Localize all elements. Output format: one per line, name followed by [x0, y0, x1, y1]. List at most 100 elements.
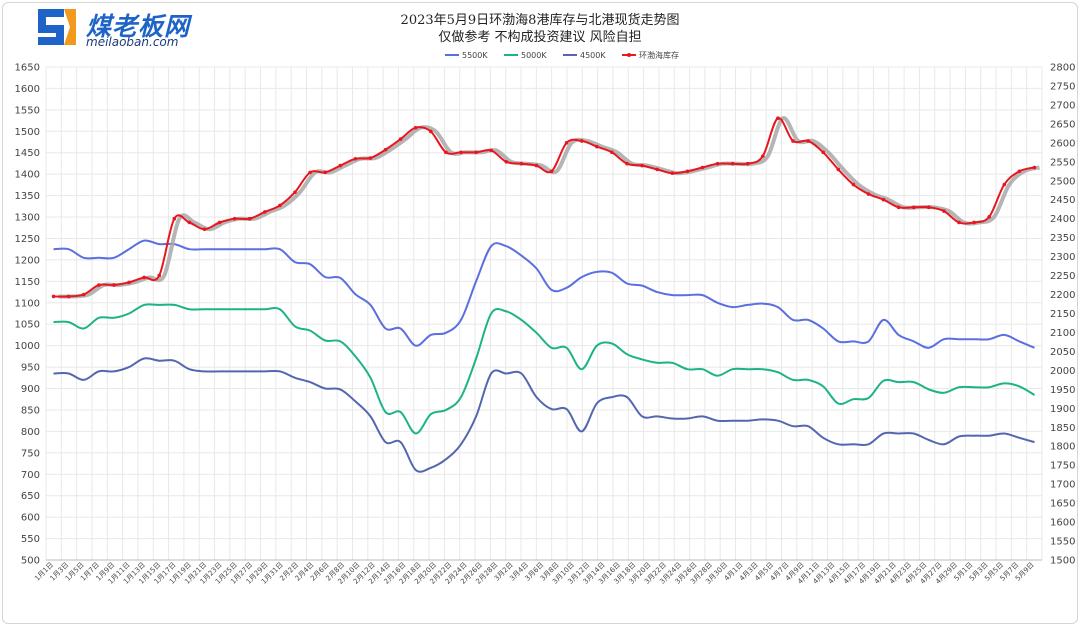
stock-point: [670, 171, 675, 175]
left-tick-label: 1200: [15, 255, 40, 266]
right-tick-label: 1650: [1050, 499, 1075, 510]
stock-point: [1032, 165, 1037, 170]
right-tick-label: 2650: [1050, 119, 1075, 130]
right-tick-label: 1850: [1050, 423, 1075, 434]
brand-mark-icon: [38, 9, 76, 45]
right-tick-label: 2600: [1050, 138, 1075, 149]
right-tick-label: 1500: [1050, 556, 1075, 567]
series-line-0: [53, 239, 1035, 349]
right-tick-label: 2250: [1050, 271, 1075, 282]
legend-label: 环渤海库存: [639, 50, 679, 60]
stock-point: [851, 182, 856, 187]
series-lines: [51, 116, 1040, 473]
stock-point: [308, 170, 312, 175]
left-tick-label: 1600: [15, 84, 40, 95]
stock-point: [474, 150, 478, 155]
stock-point: [549, 169, 554, 174]
brand-url: meilaoban.com: [86, 35, 179, 49]
right-tick-label: 2150: [1050, 309, 1075, 320]
stock-point: [519, 161, 524, 166]
stock-point: [761, 154, 765, 158]
stock-point: [595, 144, 599, 149]
stock-point: [293, 190, 297, 194]
stock-point: [172, 216, 177, 221]
left-tick-label: 700: [21, 470, 40, 481]
stock-point: [247, 216, 252, 221]
stock-point: [353, 156, 358, 161]
right-tick-label: 1550: [1050, 537, 1075, 548]
stock-point: [685, 169, 690, 174]
stock-point: [112, 283, 116, 287]
legend: 5500K 5000K 4500K 环渤海库存: [445, 50, 679, 60]
chart-subtitle: 仅做参考 不构成投资建议 风险自担: [438, 30, 642, 45]
brand-logo[interactable]: 煤老板网 meilaoban.com: [34, 5, 234, 49]
stock-point: [957, 220, 961, 225]
stock-point: [81, 292, 86, 297]
stock-point: [564, 141, 569, 145]
chart-title: 2023年5月9日环渤海8港库存与北港现货走势图: [400, 13, 680, 28]
stock-point: [142, 275, 146, 280]
stock-point: [323, 170, 327, 175]
left-tick-label: 950: [21, 363, 40, 374]
stock-point: [66, 294, 71, 299]
left-tick-label: 1250: [15, 234, 40, 245]
right-axis-ticks: 1500 1550 1600 1650 1700 1750 1800 1850 1900 1950…: [1050, 63, 1075, 567]
stock-point: [776, 116, 780, 120]
right-tick-label: 2450: [1050, 195, 1075, 206]
stock-point: [278, 203, 282, 208]
right-tick-label: 1800: [1050, 442, 1075, 453]
x-axis-ticks: 1月1日1月3日1月5日1月7日1月9日1月11日1月13日1月15日1月17日…: [33, 561, 1036, 586]
right-tick-label: 1900: [1050, 404, 1075, 415]
stock-point: [51, 294, 56, 299]
stock-point: [429, 129, 433, 134]
stock-point: [1002, 182, 1007, 187]
stock-point: [1017, 169, 1022, 174]
right-tick-label: 1750: [1050, 461, 1075, 472]
right-tick-label: 2500: [1050, 176, 1075, 187]
right-tick-label: 2000: [1050, 366, 1075, 377]
stock-point: [187, 220, 192, 225]
right-tick-label: 2550: [1050, 157, 1075, 168]
left-tick-label: 1050: [15, 320, 40, 331]
stock-point: [444, 150, 448, 155]
left-tick-label: 1500: [15, 127, 40, 138]
right-tick-label: 2400: [1050, 214, 1075, 225]
legend-label: 5000K: [521, 51, 547, 60]
left-tick-label: 600: [21, 513, 40, 524]
left-tick-label: 1400: [15, 170, 40, 181]
right-tick-label: 1700: [1050, 480, 1075, 491]
stock-point: [489, 148, 493, 153]
stock-point: [715, 161, 720, 166]
left-tick-label: 900: [21, 384, 40, 395]
stock-point: [398, 137, 403, 141]
grid-lines: [45, 66, 1043, 561]
right-tick-label: 2300: [1050, 252, 1075, 263]
stock-point: [459, 150, 463, 155]
stock-point: [202, 227, 207, 232]
stock-point: [700, 165, 705, 170]
stock-point: [791, 139, 795, 143]
stock-point: [730, 161, 735, 166]
left-tick-label: 650: [21, 491, 40, 502]
stock-point: [927, 205, 931, 210]
left-tick-label: 1550: [15, 105, 40, 116]
right-tick-label: 2100: [1050, 328, 1075, 339]
stock-point: [534, 163, 539, 168]
stock-point: [383, 147, 388, 152]
left-tick-label: 1000: [15, 341, 40, 352]
left-tick-label: 1150: [15, 277, 40, 288]
stock-point: [655, 167, 659, 172]
stock-shadow-line: [58, 116, 1040, 299]
left-tick-label: 1450: [15, 148, 40, 159]
left-axis-ticks: 500 550 600 650 700 750 800 850 900 950 1000 1050 11…: [15, 63, 40, 567]
left-tick-label: 1350: [15, 191, 40, 202]
right-tick-label: 2700: [1050, 100, 1075, 111]
stock-point: [504, 160, 509, 164]
right-tick-label: 2350: [1050, 233, 1075, 244]
left-tick-label: 1300: [15, 213, 40, 224]
stock-point: [745, 161, 750, 166]
stock-point: [413, 125, 418, 130]
right-tick-label: 1950: [1050, 385, 1075, 396]
